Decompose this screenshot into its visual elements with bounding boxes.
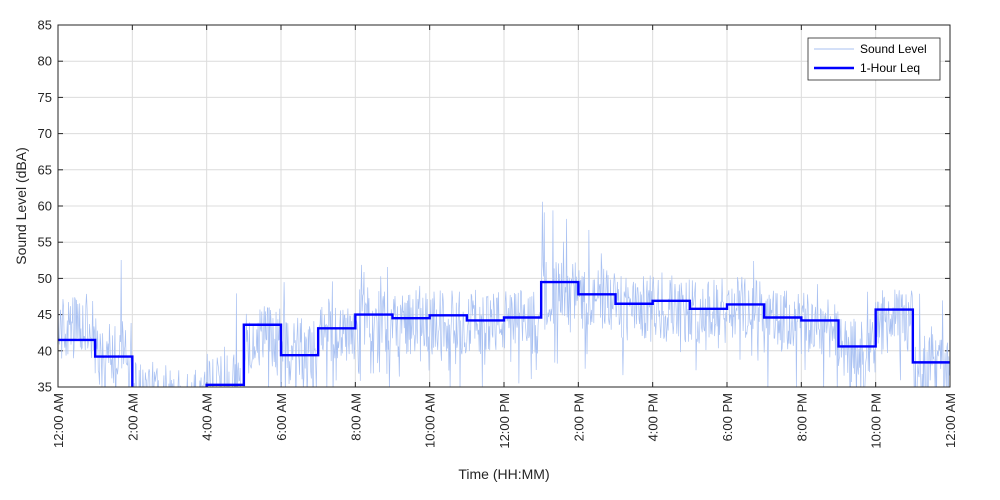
x-tick-label: 4:00 AM bbox=[200, 393, 215, 441]
plot-frame bbox=[57, 24, 951, 388]
x-tick-label: 12:00 AM bbox=[51, 393, 66, 448]
y-tick-label: 35 bbox=[38, 380, 52, 395]
y-tick-label: 45 bbox=[38, 307, 52, 322]
x-axis-ticks: 12:00 AM 2:00 AM 4:00 AM 6:00 AM 8:00 AM 10:0… bbox=[51, 25, 958, 449]
y-tick-label: 55 bbox=[38, 235, 52, 250]
legend-box bbox=[807, 37, 941, 81]
x-tick-label: 12:00 AM bbox=[943, 393, 958, 448]
legend-label-sound-level: Sound Level bbox=[860, 42, 927, 56]
y-tick-label: 60 bbox=[38, 199, 52, 214]
x-tick-label: 2:00 AM bbox=[125, 393, 140, 441]
x-tick-label: 2:00 PM bbox=[571, 393, 586, 441]
x-tick-label: 12:00 PM bbox=[497, 393, 512, 449]
x-axis-label: Time (HH:MM) bbox=[458, 466, 549, 482]
y-tick-label: 70 bbox=[38, 126, 52, 141]
y-tick-label: 80 bbox=[38, 54, 52, 69]
y-tick-label: 65 bbox=[38, 162, 52, 177]
y-tick-label: 50 bbox=[38, 271, 52, 286]
x-tick-label: 8:00 PM bbox=[794, 393, 809, 441]
x-tick-label: 10:00 PM bbox=[869, 393, 884, 449]
leq-step-line bbox=[58, 280, 950, 387]
y-tick-label: 40 bbox=[38, 343, 52, 358]
legend-label-1-hour-leq: 1-Hour Leq bbox=[860, 61, 920, 75]
x-tick-label: 6:00 AM bbox=[274, 393, 289, 441]
legend: Sound Level 1-Hour Leq bbox=[807, 37, 941, 81]
y-axis-label: Sound Level (dBA) bbox=[13, 147, 29, 265]
y-tick-label: 75 bbox=[38, 90, 52, 105]
series-1-hour-leq bbox=[58, 280, 950, 387]
y-tick-label: 85 bbox=[38, 18, 52, 33]
x-tick-label: 8:00 AM bbox=[348, 393, 363, 441]
y-axis-ticks: 35 40 45 50 55 60 65 70 75 80 85 bbox=[38, 18, 950, 395]
x-tick-label: 4:00 PM bbox=[646, 393, 661, 441]
x-tick-label: 10:00 AM bbox=[423, 393, 438, 448]
x-tick-label: 6:00 PM bbox=[720, 393, 735, 441]
